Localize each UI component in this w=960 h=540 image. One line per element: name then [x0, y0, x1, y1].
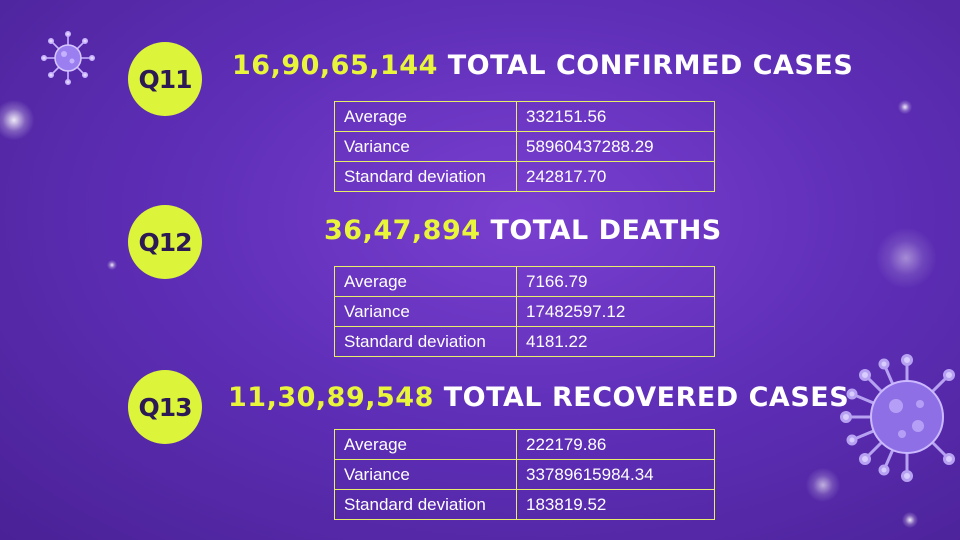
stat-value: 7166.79: [516, 266, 715, 297]
stat-value: 58960437288.29: [516, 131, 715, 162]
heading-caption: TOTAL RECOVERED CASES: [443, 382, 850, 413]
heading-caption: TOTAL CONFIRMED CASES: [447, 50, 854, 81]
heading-caption: TOTAL DEATHS: [490, 215, 722, 246]
stat-label: Variance: [334, 459, 517, 490]
table-row: Variance 33789615984.34: [334, 459, 715, 490]
virus-icon: [40, 30, 95, 85]
stat-label: Average: [334, 429, 517, 460]
total-number: 16,90,65,144: [232, 50, 438, 81]
question-badge: Q11: [128, 42, 202, 116]
stat-value: 33789615984.34: [516, 459, 715, 490]
table-row: Standard deviation 183819.52: [334, 489, 715, 520]
stat-value: 332151.56: [516, 101, 715, 132]
section-heading: 36,47,894 TOTAL DEATHS: [324, 215, 722, 246]
table-row: Average 332151.56: [334, 101, 715, 132]
bokeh-light: [898, 100, 912, 114]
stat-value: 17482597.12: [516, 296, 715, 327]
bokeh-light: [107, 260, 117, 270]
stat-label: Standard deviation: [334, 489, 517, 520]
virus-icon: [840, 354, 955, 482]
stat-value: 242817.70: [516, 161, 715, 192]
stat-label: Average: [334, 266, 517, 297]
stat-label: Standard deviation: [334, 161, 517, 192]
table-row: Variance 58960437288.29: [334, 131, 715, 162]
section-heading: 11,30,89,548 TOTAL RECOVERED CASES: [228, 382, 849, 413]
total-number: 11,30,89,548: [228, 382, 434, 413]
table-row: Variance 17482597.12: [334, 296, 715, 327]
table-row: Average 7166.79: [334, 266, 715, 297]
stats-table: Average 7166.79 Variance 17482597.12 Sta…: [334, 266, 715, 357]
stat-label: Standard deviation: [334, 326, 517, 357]
stat-value: 4181.22: [516, 326, 715, 357]
stats-table: Average 222179.86 Variance 33789615984.3…: [334, 429, 715, 520]
question-badge: Q13: [128, 370, 202, 444]
stat-value: 222179.86: [516, 429, 715, 460]
bokeh-light: [876, 228, 936, 288]
question-badge: Q12: [128, 205, 202, 279]
stat-label: Variance: [334, 131, 517, 162]
total-number: 36,47,894: [324, 215, 481, 246]
table-row: Standard deviation 242817.70: [334, 161, 715, 192]
stat-label: Variance: [334, 296, 517, 327]
stat-value: 183819.52: [516, 489, 715, 520]
bokeh-light: [902, 512, 918, 528]
bokeh-light: [0, 100, 34, 140]
section-heading: 16,90,65,144 TOTAL CONFIRMED CASES: [232, 50, 853, 81]
stats-table: Average 332151.56 Variance 58960437288.2…: [334, 101, 715, 192]
stat-label: Average: [334, 101, 517, 132]
table-row: Average 222179.86: [334, 429, 715, 460]
table-row: Standard deviation 4181.22: [334, 326, 715, 357]
